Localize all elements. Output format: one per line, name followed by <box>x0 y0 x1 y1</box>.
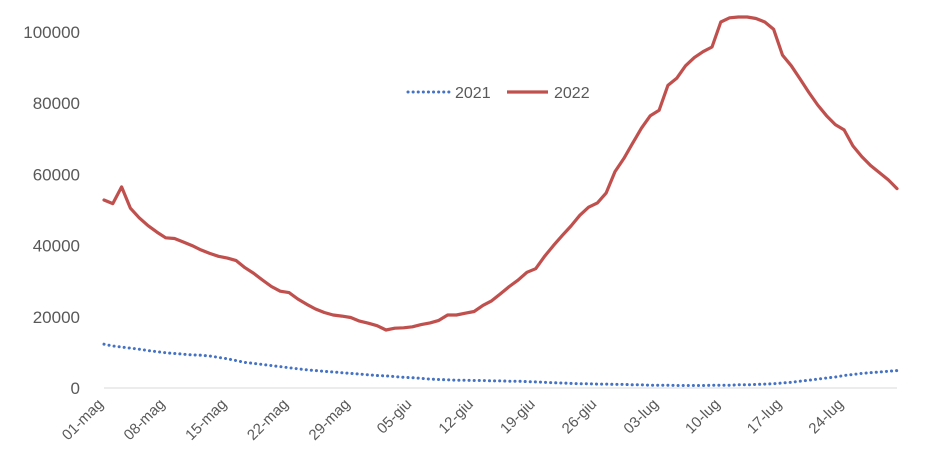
x-tick-label: 05-giu <box>374 396 416 438</box>
x-axis-ticks: 01-mag 08-mag 15-mag 22-mag 29-mag 05-giu 12-g… <box>59 396 847 444</box>
x-tick-label: 12-giu <box>435 396 477 438</box>
legend-label-2021: 2021 <box>455 85 491 102</box>
series-line-2021 <box>102 342 899 387</box>
y-tick-label: 60000 <box>33 165 80 184</box>
x-tick-label: 19-giu <box>497 396 539 438</box>
y-axis-ticks: 0 20000 40000 60000 80000 100000 <box>23 23 80 398</box>
x-tick-label: 29-mag <box>306 396 354 444</box>
legend-label-2022: 2022 <box>554 85 590 102</box>
y-tick-label: 100000 <box>23 23 80 42</box>
x-tick-label: 22-mag <box>244 396 292 444</box>
x-tick-label: 15-mag <box>182 396 230 444</box>
x-tick-label: 10-lug <box>682 396 724 438</box>
y-tick-label: 80000 <box>33 94 80 113</box>
x-tick-label: 17-lug <box>744 396 786 438</box>
x-tick-label: 24-lug <box>805 396 847 438</box>
series-layer <box>102 15 899 387</box>
legend: 2021 2022 <box>406 85 590 102</box>
y-tick-label: 0 <box>71 379 80 398</box>
x-tick-label: 03-lug <box>620 396 662 438</box>
x-tick-label: 08-mag <box>121 396 169 444</box>
y-tick-label: 40000 <box>33 237 80 256</box>
y-tick-label: 20000 <box>33 308 80 327</box>
x-tick-label: 26-giu <box>559 396 601 438</box>
x-tick-label: 01-mag <box>59 396 107 444</box>
series-line-2022 <box>102 15 899 332</box>
